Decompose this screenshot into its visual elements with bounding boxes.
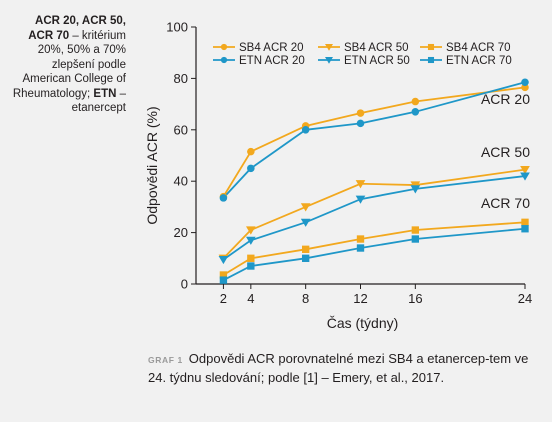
series-line-etn-acr-20 [222, 81, 526, 199]
side-note-text2: – etanercept [71, 87, 126, 115]
series-line-etn-acr-70 [223, 227, 526, 281]
data-point-sb4-acr-50 [520, 166, 530, 175]
side-note: ACR 20, ACR 50, ACR 70 – kritérium 20%, … [8, 14, 126, 116]
chart-markers [218, 78, 530, 284]
caption-text: Odpovědi ACR porovnatelné mezi SB4 a eta… [148, 351, 529, 385]
group-label-acr-20: ACR 20 [481, 91, 530, 107]
data-point-etn-acr-70 [219, 276, 228, 284]
y-tick-label: 40 [174, 174, 188, 189]
y-tick-label: 80 [174, 71, 188, 86]
x-tick-label: 16 [408, 291, 422, 306]
legend-label-sb4-acr-50: SB4 ACR 50 [344, 42, 409, 54]
data-point-etn-acr-70 [247, 262, 255, 270]
y-axis-label: Odpovědi ACR (%) [144, 106, 160, 224]
data-point-sb4-acr-20 [411, 97, 420, 106]
legend-label-etn-acr-20: ETN ACR 20 [239, 55, 305, 67]
data-point-etn-acr-70 [521, 225, 529, 233]
chart-legend: SB4 ACR 20 SB4 ACR 50 SB4 ACR 70 ETN ACR 20… [213, 42, 512, 67]
group-label-acr-50: ACR 50 [481, 144, 530, 160]
data-point-etn-acr-20 [521, 78, 529, 87]
x-tick-label: 4 [247, 291, 254, 306]
x-tick-label: 24 [518, 291, 532, 306]
legend-marker-etn-acr-50 [325, 57, 333, 64]
series-line-sb4-acr-20 [222, 86, 526, 198]
legend-marker-etn-acr-20 [220, 56, 228, 64]
x-axis-label: Čas (týdny) [327, 315, 399, 331]
group-label-acr-70: ACR 70 [481, 195, 530, 211]
data-point-etn-acr-50 [218, 255, 229, 265]
series-line-sb4-acr-50 [222, 168, 526, 259]
data-point-sb4-acr-70 [521, 218, 529, 226]
data-point-sb4-acr-70 [301, 245, 310, 253]
data-point-sb4-acr-70 [247, 254, 255, 262]
data-point-sb4-acr-70 [356, 235, 365, 243]
figure-caption: GRAF 1 Odpovědi ACR porovnatelné mezi SB4… [148, 350, 544, 386]
side-note-term2: ETN [93, 87, 117, 100]
legend-marker-sb4-acr-50 [325, 44, 333, 51]
legend-marker-sb4-acr-20 [220, 43, 228, 51]
data-point-etn-acr-50 [246, 236, 256, 245]
y-tick-label: 20 [174, 225, 188, 240]
data-point-etn-acr-50 [410, 185, 421, 194]
series-line-etn-acr-50 [222, 175, 526, 261]
y-tick-label: 0 [181, 277, 188, 292]
x-tick-label: 8 [302, 291, 309, 306]
data-point-sb4-acr-20 [356, 109, 365, 117]
y-tick-label: 60 [174, 122, 188, 137]
data-point-etn-acr-20 [247, 164, 255, 173]
data-point-sb4-acr-50 [246, 226, 256, 235]
data-point-etn-acr-20 [356, 119, 365, 128]
side-note-text1: – kritérium 20%, 50% a 70% zlepšení podl… [12, 29, 126, 100]
series-line-sb4-acr-70 [222, 221, 526, 276]
legend-label-etn-acr-70: ETN ACR 70 [446, 55, 512, 67]
legend-marker-sb4-acr-70 [427, 43, 435, 51]
x-tick-label: 12 [353, 291, 367, 306]
data-point-sb4-acr-70 [219, 271, 228, 279]
data-point-sb4-acr-50 [300, 203, 311, 212]
data-point-sb4-acr-50 [355, 180, 366, 189]
data-point-sb4-acr-20 [247, 147, 255, 156]
data-point-etn-acr-70 [301, 254, 310, 262]
legend-label-etn-acr-50: ETN ACR 50 [344, 55, 410, 67]
legend-marker-etn-acr-70 [427, 56, 435, 64]
data-point-etn-acr-20 [301, 126, 310, 134]
legend-label-sb4-acr-20: SB4 ACR 20 [239, 42, 304, 54]
chart-group-labels: ACR 20 ACR 50 ACR 70 [481, 91, 530, 211]
y-tick-label: 100 [166, 20, 188, 35]
legend-label-sb4-acr-70: SB4 ACR 70 [446, 42, 511, 54]
data-point-etn-acr-70 [356, 244, 365, 252]
x-tick-label: 2 [220, 291, 227, 306]
data-point-etn-acr-20 [219, 194, 228, 202]
data-point-etn-acr-50 [520, 172, 530, 181]
chart-lines [222, 81, 526, 281]
data-point-etn-acr-70 [411, 235, 420, 243]
data-point-etn-acr-20 [411, 108, 420, 116]
caption-label: GRAF 1 [148, 355, 183, 365]
data-point-etn-acr-50 [355, 195, 366, 204]
side-note-term1: ACR 20, ACR 50, ACR 70 [28, 15, 126, 42]
data-point-etn-acr-50 [300, 218, 311, 227]
data-point-sb4-acr-70 [411, 226, 420, 234]
